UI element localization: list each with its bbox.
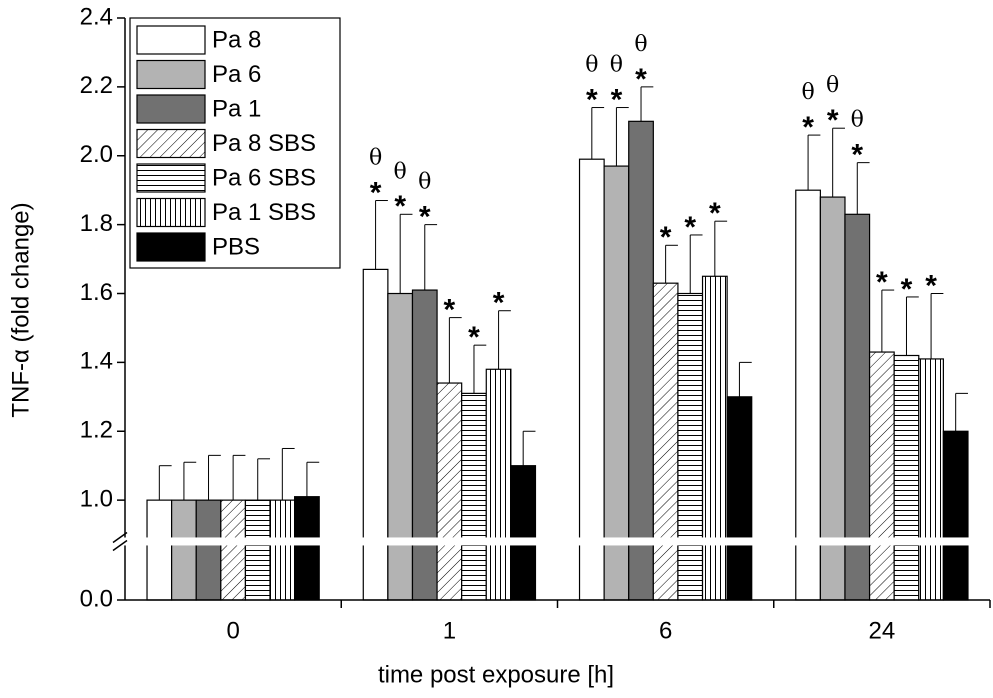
bar bbox=[485, 368, 512, 601]
bar bbox=[461, 392, 487, 601]
y-tick-label: 2.4 bbox=[80, 3, 113, 30]
axis-break-band bbox=[111, 537, 990, 546]
significance-star: * bbox=[876, 266, 888, 299]
bar bbox=[294, 496, 320, 601]
bar bbox=[918, 358, 944, 601]
y-tick-label: 1.4 bbox=[80, 348, 113, 375]
legend-swatch bbox=[136, 25, 206, 55]
x-tick-label: 24 bbox=[869, 617, 896, 644]
x-tick-label: 6 bbox=[659, 617, 672, 644]
bar bbox=[726, 396, 753, 601]
significance-star: * bbox=[827, 104, 839, 137]
legend-swatch bbox=[136, 232, 206, 262]
y-tick-label: 1.2 bbox=[80, 417, 113, 444]
bar bbox=[603, 165, 630, 601]
significance-star: * bbox=[394, 190, 406, 223]
bar bbox=[868, 351, 895, 601]
bar bbox=[652, 282, 679, 601]
significance-star: * bbox=[901, 273, 913, 306]
legend-label: Pa 1 SBS bbox=[212, 199, 316, 226]
bar bbox=[701, 275, 728, 601]
legend-swatch bbox=[136, 163, 206, 193]
significance-star: * bbox=[370, 176, 382, 209]
bar bbox=[244, 499, 271, 601]
x-tick-label: 0 bbox=[226, 617, 239, 644]
y-tick-label: 0.0 bbox=[80, 585, 113, 612]
significance-theta: θ bbox=[801, 80, 814, 105]
significance-theta: θ bbox=[851, 108, 864, 133]
y-tick-label: 2.2 bbox=[80, 72, 113, 99]
bar bbox=[387, 292, 414, 601]
significance-theta: θ bbox=[394, 159, 407, 184]
legend-swatch bbox=[136, 197, 206, 228]
bar bbox=[628, 120, 654, 601]
significance-theta: θ bbox=[826, 73, 839, 98]
legend-swatch bbox=[136, 128, 206, 159]
significance-theta: θ bbox=[585, 53, 598, 78]
legend-swatch bbox=[136, 59, 206, 90]
significance-theta: θ bbox=[610, 53, 623, 78]
significance-star: * bbox=[802, 111, 814, 144]
bar bbox=[677, 292, 704, 601]
bar bbox=[510, 465, 537, 601]
legend-label: Pa 6 bbox=[212, 61, 261, 88]
axis-break bbox=[112, 531, 128, 544]
x-tick-label: 1 bbox=[443, 617, 456, 644]
significance-star: * bbox=[444, 294, 456, 327]
significance-star: * bbox=[419, 201, 431, 234]
significance-star: * bbox=[611, 83, 623, 116]
significance-star: * bbox=[635, 63, 647, 96]
significance-theta: θ bbox=[369, 146, 382, 171]
significance-theta: θ bbox=[634, 32, 647, 57]
bar bbox=[220, 499, 247, 601]
bar bbox=[844, 213, 871, 601]
bar bbox=[362, 268, 389, 601]
x-axis-title: time post exposure [h] bbox=[378, 661, 614, 688]
bar bbox=[269, 499, 296, 601]
significance-star: * bbox=[684, 211, 696, 244]
legend-label: Pa 6 SBS bbox=[212, 164, 316, 191]
legend-label: Pa 1 bbox=[212, 95, 261, 122]
significance-star: * bbox=[660, 221, 672, 254]
significance-star: * bbox=[468, 321, 480, 354]
legend-label: Pa 8 SBS bbox=[212, 130, 316, 157]
significance-star: * bbox=[586, 83, 598, 116]
y-axis-title: TNF-α (fold change) bbox=[7, 202, 34, 417]
bar bbox=[171, 499, 197, 601]
y-tick-label: 1.0 bbox=[80, 485, 113, 512]
bar bbox=[195, 499, 222, 601]
significance-star: * bbox=[851, 139, 863, 172]
y-tick-label: 1.6 bbox=[80, 279, 113, 306]
y-tick-label: 1.8 bbox=[80, 210, 113, 237]
significance-theta: θ bbox=[418, 170, 431, 195]
legend-label: PBS bbox=[212, 233, 260, 260]
bar bbox=[795, 189, 821, 601]
bar bbox=[578, 158, 605, 601]
significance-star: * bbox=[709, 197, 721, 230]
legend-label: Pa 8 bbox=[212, 26, 261, 53]
y-tick-label: 2.0 bbox=[80, 141, 113, 168]
bar bbox=[411, 289, 438, 601]
bar bbox=[436, 382, 463, 601]
significance-star: * bbox=[493, 287, 505, 320]
legend-swatch bbox=[136, 94, 206, 124]
significance-star: * bbox=[925, 269, 937, 302]
bar bbox=[819, 196, 846, 601]
axis-break bbox=[112, 539, 128, 552]
bar bbox=[146, 499, 173, 601]
bar bbox=[942, 430, 969, 601]
bar bbox=[893, 354, 920, 601]
